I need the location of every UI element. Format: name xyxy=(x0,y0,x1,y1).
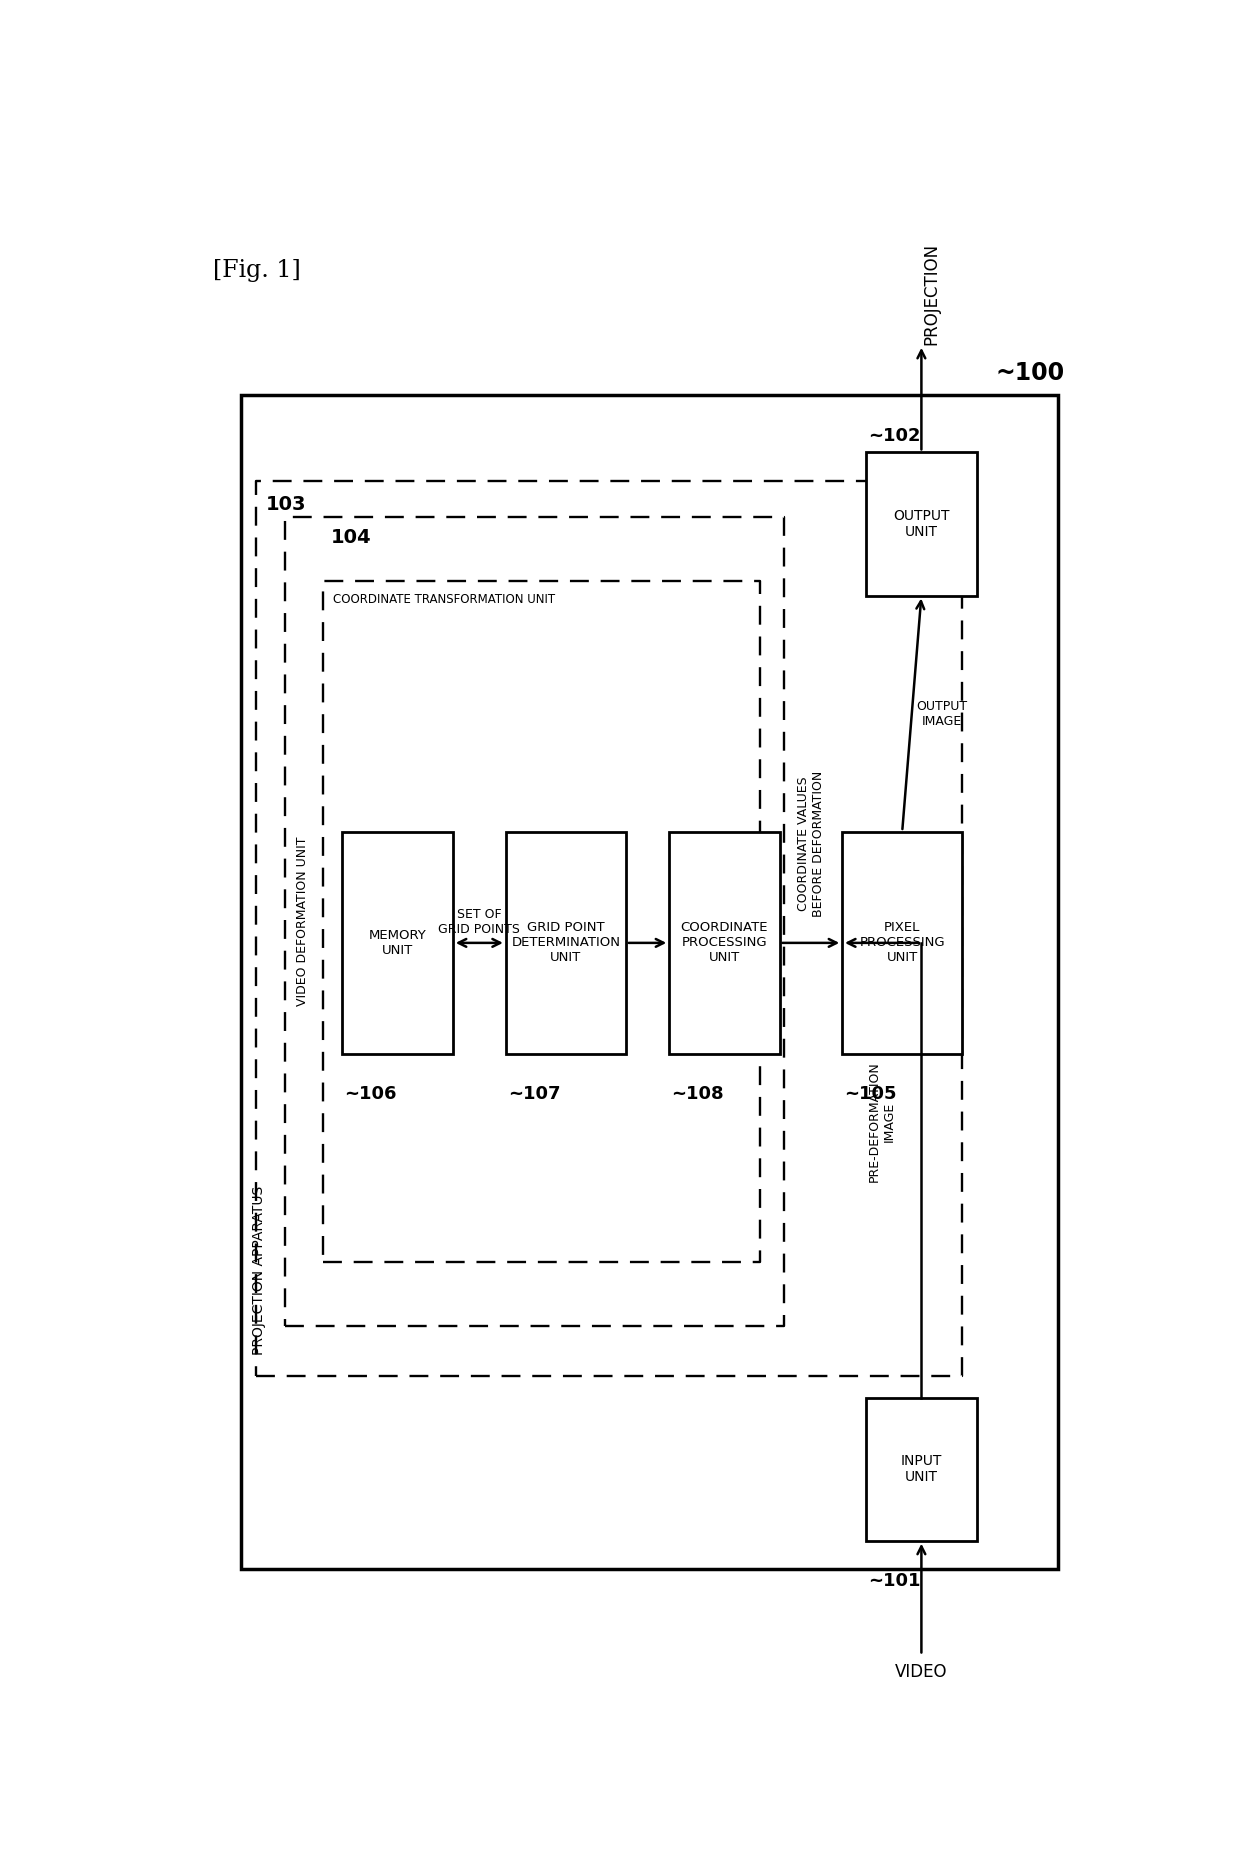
Text: ~102: ~102 xyxy=(868,428,920,445)
Text: 104: 104 xyxy=(331,528,372,547)
Bar xyxy=(670,831,780,1055)
Bar xyxy=(866,452,977,595)
Text: PIXEL
PROCESSING
UNIT: PIXEL PROCESSING UNIT xyxy=(859,921,945,963)
Text: ~106: ~106 xyxy=(345,1086,397,1103)
Text: COORDINATE
PROCESSING
UNIT: COORDINATE PROCESSING UNIT xyxy=(681,921,768,963)
Bar xyxy=(842,831,962,1055)
Text: COORDINATE TRANSFORMATION UNIT: COORDINATE TRANSFORMATION UNIT xyxy=(332,593,556,606)
Text: ~107: ~107 xyxy=(507,1086,560,1103)
Text: PROJECTION: PROJECTION xyxy=(923,244,940,344)
Text: OUTPUT
UNIT: OUTPUT UNIT xyxy=(893,510,950,539)
Text: ~100: ~100 xyxy=(996,361,1065,385)
Text: PRE-DEFORMATION
IMAGE: PRE-DEFORMATION IMAGE xyxy=(868,1060,895,1181)
Bar xyxy=(242,394,1059,1570)
Text: PROJECTION APPARATUS: PROJECTION APPARATUS xyxy=(252,1185,265,1354)
Text: [Fig. 1]: [Fig. 1] xyxy=(213,259,300,283)
Text: ~105: ~105 xyxy=(844,1086,897,1103)
Text: COORDINATE VALUES
BEFORE DEFORMATION: COORDINATE VALUES BEFORE DEFORMATION xyxy=(797,772,825,917)
Text: SET OF
GRID POINTS: SET OF GRID POINTS xyxy=(439,908,521,936)
Text: VIDEO: VIDEO xyxy=(895,1663,947,1681)
Text: ~108: ~108 xyxy=(671,1086,724,1103)
Text: INPUT
UNIT: INPUT UNIT xyxy=(900,1455,942,1484)
Text: VIDEO DEFORMATION UNIT: VIDEO DEFORMATION UNIT xyxy=(295,837,309,1006)
Text: MEMORY
UNIT: MEMORY UNIT xyxy=(368,928,427,956)
Text: GRID POINT
DETERMINATION
UNIT: GRID POINT DETERMINATION UNIT xyxy=(511,921,620,963)
Bar xyxy=(866,1397,977,1540)
Text: 103: 103 xyxy=(265,495,306,515)
Text: ~101: ~101 xyxy=(868,1572,920,1590)
Text: OUTPUT
IMAGE: OUTPUT IMAGE xyxy=(916,699,967,727)
Bar xyxy=(506,831,626,1055)
Bar xyxy=(342,831,453,1055)
